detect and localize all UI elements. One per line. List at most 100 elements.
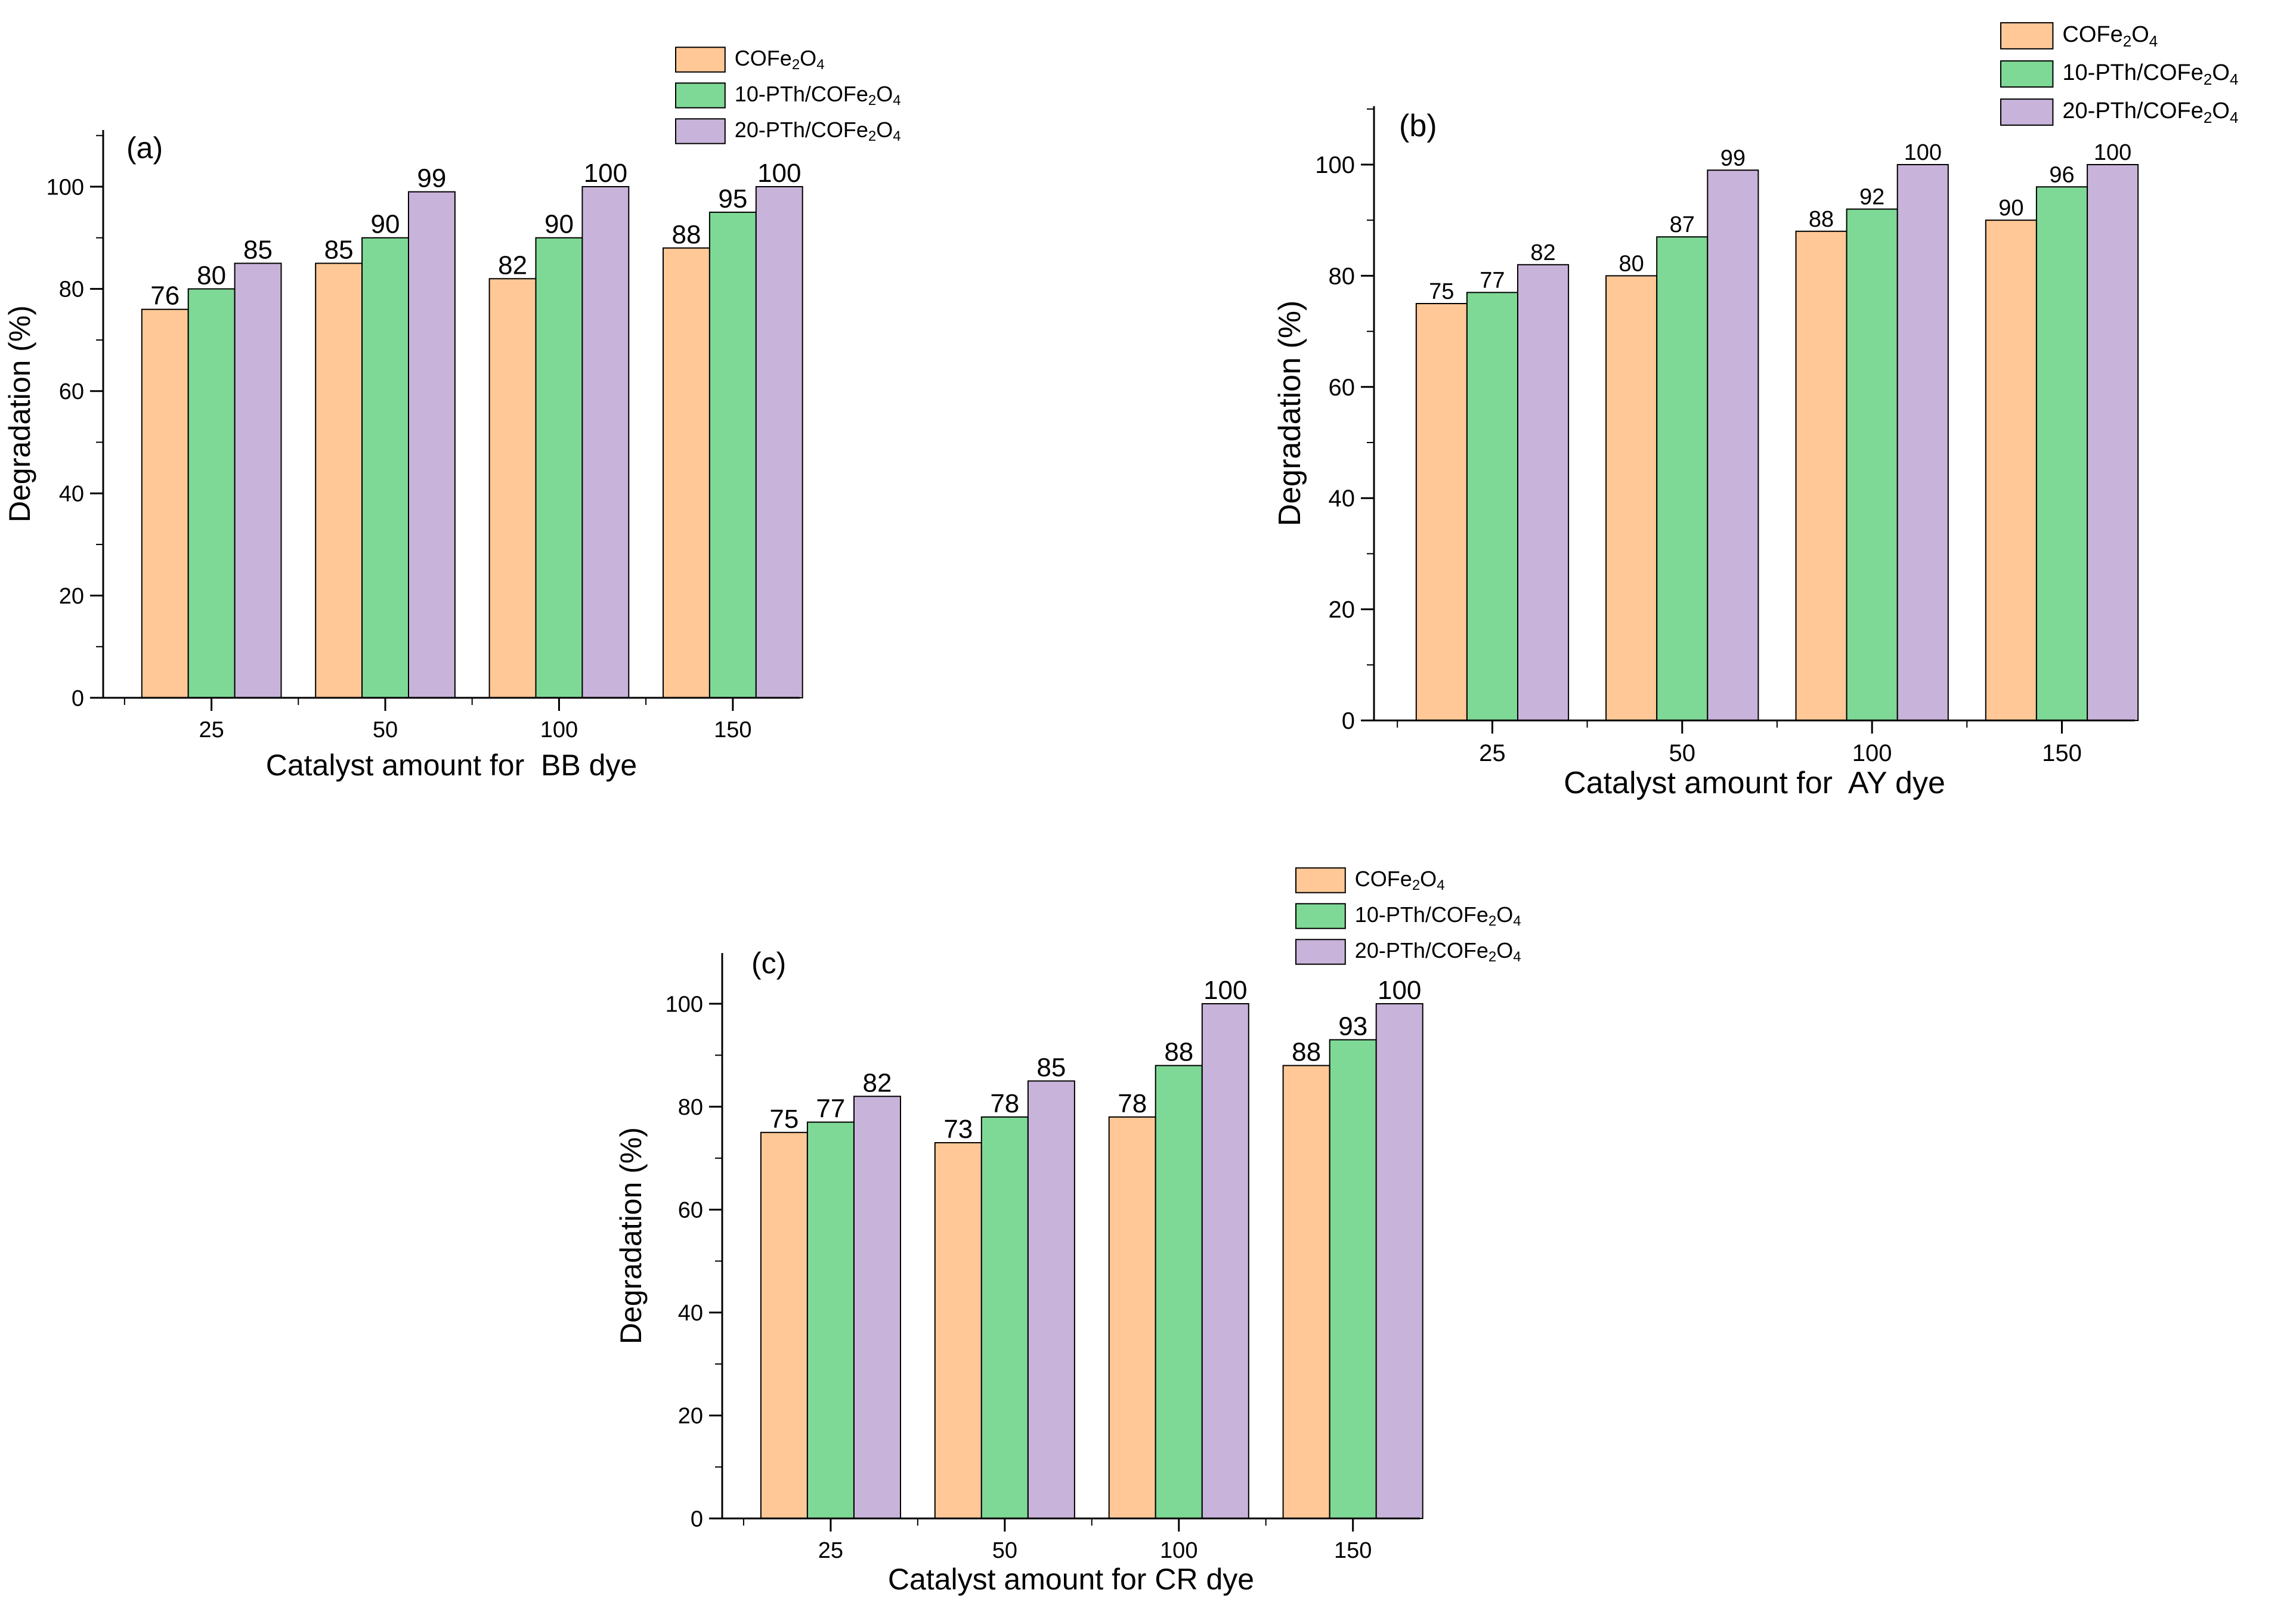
- y-tick-label: 20: [1329, 597, 1356, 623]
- bar-150-series-1: [663, 247, 710, 698]
- data-label: 82: [863, 1068, 892, 1097]
- legend-swatch: [2000, 22, 2054, 50]
- legend-label: 20-PTh/COFe2O4: [735, 117, 901, 145]
- x-axis-label: Catalyst amount for CR dye: [888, 1563, 1254, 1596]
- bar-100-series-1: [1108, 1116, 1156, 1519]
- bar-50-series-2: [980, 1116, 1029, 1519]
- x-tick-label: 25: [818, 1538, 843, 1563]
- y-tick-label: 0: [1342, 708, 1355, 734]
- legend-label: 10-PTh/COFe2O4: [1355, 902, 1521, 930]
- legend-swatch: [675, 47, 726, 73]
- bar-50-series-1: [1605, 275, 1658, 721]
- bar-50-series-3: [408, 191, 456, 699]
- chart-panel-b: 75 77 82 25 80 87 99 50 88 92 100 100 90 96 100 150 0 20 4…: [1273, 22, 2238, 800]
- x-tick-label: 100: [1160, 1538, 1197, 1563]
- y-tick-label: 80: [1329, 263, 1356, 289]
- x-tick-label: 50: [1669, 740, 1696, 766]
- bar-50-series-2: [361, 237, 409, 698]
- legend-swatch: [675, 82, 726, 109]
- bar-50-series-1: [315, 262, 363, 698]
- legend-label: COFe2O4: [1355, 867, 1445, 894]
- legend-label: 20-PTh/COFe2O4: [2062, 98, 2238, 126]
- y-axis-label: Degradation (%): [1273, 301, 1307, 527]
- legend-swatch: [2000, 98, 2054, 126]
- y-tick-label: 60: [1329, 375, 1356, 401]
- data-label: 73: [943, 1115, 973, 1144]
- chart-panel-a: 76 80 85 25 85 90 99 50 82 90 100 100 88 95 100 150 0 20 4…: [3, 46, 901, 782]
- bar-100-series-3: [1201, 1003, 1249, 1519]
- legend-label: COFe2O4: [2062, 22, 2158, 50]
- x-tick-label: 100: [540, 717, 578, 743]
- y-tick-label: 40: [59, 482, 84, 507]
- data-label: 82: [1530, 240, 1555, 265]
- bar-150-series-3: [2087, 164, 2139, 721]
- legend-swatch: [1295, 903, 1346, 929]
- y-tick-label: 100: [666, 992, 703, 1017]
- y-tick-label: 20: [678, 1404, 703, 1429]
- data-label: 100: [1203, 976, 1247, 1005]
- data-label: 90: [371, 210, 400, 239]
- data-label: 90: [1998, 196, 2023, 221]
- legend-label: COFe2O4: [735, 46, 825, 73]
- bar-100-series-2: [1155, 1065, 1203, 1519]
- bar-25-series-3: [853, 1096, 901, 1520]
- y-tick-label: 100: [1315, 152, 1355, 178]
- legend: COFe2O4 10-PTh/COFe2O4 20-PTh/COFe2O4: [675, 46, 901, 145]
- data-label: 85: [243, 236, 273, 265]
- legend-swatch: [675, 118, 726, 144]
- data-label: 99: [417, 164, 446, 193]
- bar-150-series-1: [1282, 1065, 1330, 1519]
- data-label: 77: [816, 1094, 845, 1124]
- data-label: 100: [757, 159, 801, 188]
- y-tick-label: 60: [678, 1198, 703, 1223]
- bar-50-series-2: [1656, 236, 1709, 721]
- bar-25-series-3: [234, 262, 282, 698]
- y-tick-label: 60: [59, 379, 84, 404]
- data-label: 87: [1670, 212, 1695, 237]
- bar-150-series-3: [755, 186, 803, 698]
- bar-50-series-3: [1027, 1080, 1075, 1519]
- x-axis-label: Catalyst amount for BB dye: [266, 748, 638, 782]
- data-label: 93: [1338, 1011, 1367, 1041]
- x-tick-label: 150: [714, 717, 751, 743]
- bar-150-series-2: [2035, 186, 2088, 721]
- legend-label: 20-PTh/COFe2O4: [1355, 938, 1521, 966]
- legend-swatch: [2000, 60, 2054, 88]
- data-label: 99: [1720, 146, 1746, 171]
- bar-25-series-2: [1466, 292, 1518, 721]
- legend-label: 10-PTh/COFe2O4: [2062, 60, 2238, 88]
- bar-150-series-1: [1985, 219, 2037, 721]
- data-label: 88: [672, 220, 701, 249]
- data-label: 78: [1118, 1089, 1147, 1118]
- bar-50-series-3: [1707, 169, 1759, 721]
- y-axis-label: Degradation (%): [614, 1127, 648, 1344]
- data-label: 75: [769, 1105, 799, 1134]
- x-tick-label: 100: [1852, 740, 1892, 766]
- bar-100-series-3: [1896, 164, 1949, 721]
- bar-25-series-1: [760, 1131, 808, 1520]
- legend: COFe2O4 10-PTh/COFe2O4 20-PTh/COFe2O4: [1295, 867, 1521, 966]
- data-label: 76: [150, 282, 180, 311]
- x-tick-label: 50: [373, 717, 398, 743]
- y-axis-label: Degradation (%): [3, 305, 36, 522]
- legend: COFe2O4 10-PTh/COFe2O4 20-PTh/COFe2O4: [2000, 22, 2238, 126]
- data-label: 100: [584, 159, 627, 188]
- y-tick-label: 80: [678, 1095, 703, 1120]
- x-tick-label: 25: [1479, 740, 1506, 766]
- data-label: 95: [718, 184, 747, 214]
- data-label: 92: [1859, 185, 1884, 210]
- y-tick-label: 0: [691, 1507, 703, 1532]
- data-label: 78: [990, 1089, 1019, 1118]
- x-axis-label: Catalyst amount for AY dye: [1564, 766, 1945, 800]
- y-tick-label: 80: [59, 277, 84, 302]
- legend-label: 10-PTh/COFe2O4: [735, 82, 901, 109]
- data-label: 100: [2094, 140, 2131, 165]
- data-label: 96: [2049, 162, 2074, 187]
- panel-label: (b): [1399, 109, 1437, 143]
- data-label: 82: [498, 250, 527, 280]
- bar-25-series-3: [1517, 264, 1570, 721]
- bar-100-series-3: [581, 186, 630, 698]
- bar-150-series-3: [1375, 1003, 1423, 1519]
- data-label: 88: [1292, 1038, 1321, 1067]
